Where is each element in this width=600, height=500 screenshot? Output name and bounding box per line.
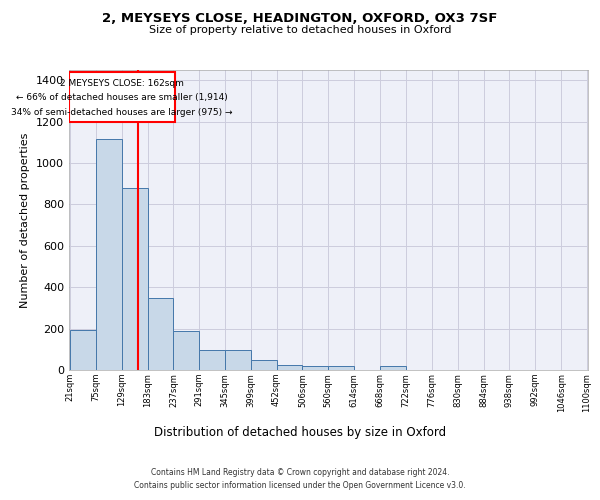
Text: Distribution of detached houses by size in Oxford: Distribution of detached houses by size … [154, 426, 446, 439]
Y-axis label: Number of detached properties: Number of detached properties [20, 132, 31, 308]
Bar [277, 365, 302, 370]
FancyBboxPatch shape [70, 72, 175, 122]
Bar [173, 330, 199, 370]
Bar [199, 350, 225, 370]
Bar [380, 366, 406, 370]
Text: 2, MEYSEYS CLOSE, HEADINGTON, OXFORD, OX3 7SF: 2, MEYSEYS CLOSE, HEADINGTON, OXFORD, OX… [103, 12, 497, 26]
Text: Size of property relative to detached houses in Oxford: Size of property relative to detached ho… [149, 25, 451, 35]
Text: ← 66% of detached houses are smaller (1,914): ← 66% of detached houses are smaller (1,… [16, 94, 228, 102]
Text: 2 MEYSEYS CLOSE: 162sqm: 2 MEYSEYS CLOSE: 162sqm [60, 80, 184, 88]
Bar [225, 350, 251, 370]
Text: 34% of semi-detached houses are larger (975) →: 34% of semi-detached houses are larger (… [11, 108, 233, 116]
Text: Contains public sector information licensed under the Open Government Licence v3: Contains public sector information licen… [134, 480, 466, 490]
Bar [251, 360, 277, 370]
Text: Contains HM Land Registry data © Crown copyright and database right 2024.: Contains HM Land Registry data © Crown c… [151, 468, 449, 477]
Bar [70, 330, 96, 370]
Bar [328, 366, 354, 370]
Bar [302, 366, 328, 370]
Bar [122, 188, 148, 370]
Bar [148, 298, 173, 370]
Bar [96, 140, 122, 370]
